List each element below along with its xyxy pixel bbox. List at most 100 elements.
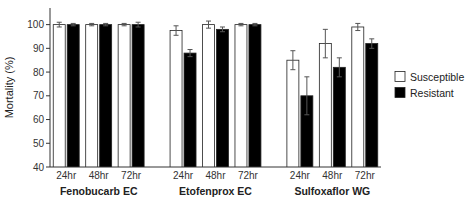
group-label: Sulfoxaflor WG: [294, 185, 370, 197]
error-bar: [89, 23, 94, 25]
error-cap: [323, 29, 328, 30]
error-cap: [136, 26, 141, 27]
error-cap: [304, 76, 309, 77]
bar: [86, 25, 98, 167]
error-bar: [188, 50, 193, 57]
x-tick-label: 24hr: [290, 170, 311, 181]
bar: [203, 25, 215, 167]
error-cap: [252, 23, 257, 24]
y-tick: [46, 72, 50, 73]
error-cap: [355, 30, 360, 31]
error-cap: [188, 56, 193, 57]
error-cap: [323, 57, 328, 58]
error-cap: [71, 25, 76, 26]
error-cap: [304, 114, 309, 115]
group-label: Etofenprox EC: [179, 185, 252, 197]
error-cap: [220, 31, 225, 32]
error-cap: [238, 23, 243, 24]
bar: [249, 25, 261, 167]
bar: [170, 31, 182, 167]
error-stem: [208, 21, 209, 28]
x-tick-label: 48hr: [322, 170, 343, 181]
x-tick-label: 72hr: [238, 170, 259, 181]
bar: [217, 29, 229, 167]
error-cap: [174, 35, 179, 36]
error-bar: [71, 23, 76, 25]
error-stem: [371, 39, 372, 48]
bar: [287, 60, 299, 167]
error-cap: [57, 26, 62, 27]
y-tick-label: 100: [27, 19, 44, 30]
error-bar: [136, 22, 141, 27]
x-tick-label: 72hr: [121, 170, 142, 181]
error-stem: [292, 51, 293, 70]
error-bar: [238, 23, 243, 25]
bar: [352, 27, 364, 167]
error-cap: [122, 23, 127, 24]
error-bar: [355, 23, 360, 30]
bar: [333, 67, 345, 167]
error-bar: [304, 77, 309, 115]
error-stem: [325, 29, 326, 57]
error-cap: [220, 26, 225, 27]
x-tick-label: 72hr: [355, 170, 376, 181]
y-tick-label: 50: [33, 138, 45, 149]
error-bar: [369, 39, 374, 48]
bar: [118, 25, 130, 167]
x-tick-label: 48hr: [89, 170, 110, 181]
error-stem: [138, 22, 139, 27]
bar: [184, 53, 196, 167]
chart: 40506070809010024hr48hr72hr24hr48hr72hr2…: [0, 0, 476, 209]
y-tick: [46, 143, 50, 144]
error-bar: [122, 23, 127, 25]
y-tick-label: 60: [33, 114, 45, 125]
axes: 40506070809010024hr48hr72hr24hr48hr72hr2…: [27, 8, 381, 197]
error-bar: [174, 26, 179, 35]
y-tick-label: 70: [33, 90, 45, 101]
error-stem: [59, 22, 60, 27]
error-bar: [290, 51, 295, 70]
bar: [132, 25, 144, 167]
error-bar: [337, 58, 342, 77]
x-tick-label: 48hr: [205, 170, 226, 181]
bar: [53, 25, 65, 167]
error-cap: [252, 25, 257, 26]
error-cap: [290, 69, 295, 70]
legend: SusceptibleResistant: [395, 71, 464, 99]
error-cap: [174, 25, 179, 26]
error-bar: [206, 21, 211, 28]
error-cap: [206, 21, 211, 22]
legend-label: Resistant: [410, 87, 454, 99]
error-cap: [238, 25, 243, 26]
y-tick: [46, 48, 50, 49]
legend-swatch: [395, 72, 405, 82]
error-stem: [176, 26, 177, 35]
error-cap: [188, 49, 193, 50]
error-bar: [57, 22, 62, 27]
error-cap: [103, 25, 108, 26]
error-stem: [190, 50, 191, 57]
error-cap: [337, 57, 342, 58]
error-bar: [323, 29, 328, 57]
bar: [319, 44, 331, 167]
error-cap: [337, 76, 342, 77]
error-stem: [357, 23, 358, 30]
y-tick: [46, 167, 50, 168]
error-cap: [369, 38, 374, 39]
x-axis-line: [50, 167, 381, 168]
error-cap: [122, 25, 127, 26]
y-tick-label: 90: [33, 43, 45, 54]
y-tick: [46, 24, 50, 25]
error-bar: [220, 27, 225, 32]
error-stem: [339, 58, 340, 77]
y-tick-label: 80: [33, 67, 45, 78]
bar: [100, 25, 112, 167]
y-tick: [46, 95, 50, 96]
error-cap: [355, 23, 360, 24]
error-bar: [103, 23, 108, 25]
y-tick-label: 40: [33, 162, 45, 173]
error-cap: [290, 50, 295, 51]
bar: [67, 25, 79, 167]
error-cap: [206, 28, 211, 29]
error-stem: [306, 77, 307, 115]
